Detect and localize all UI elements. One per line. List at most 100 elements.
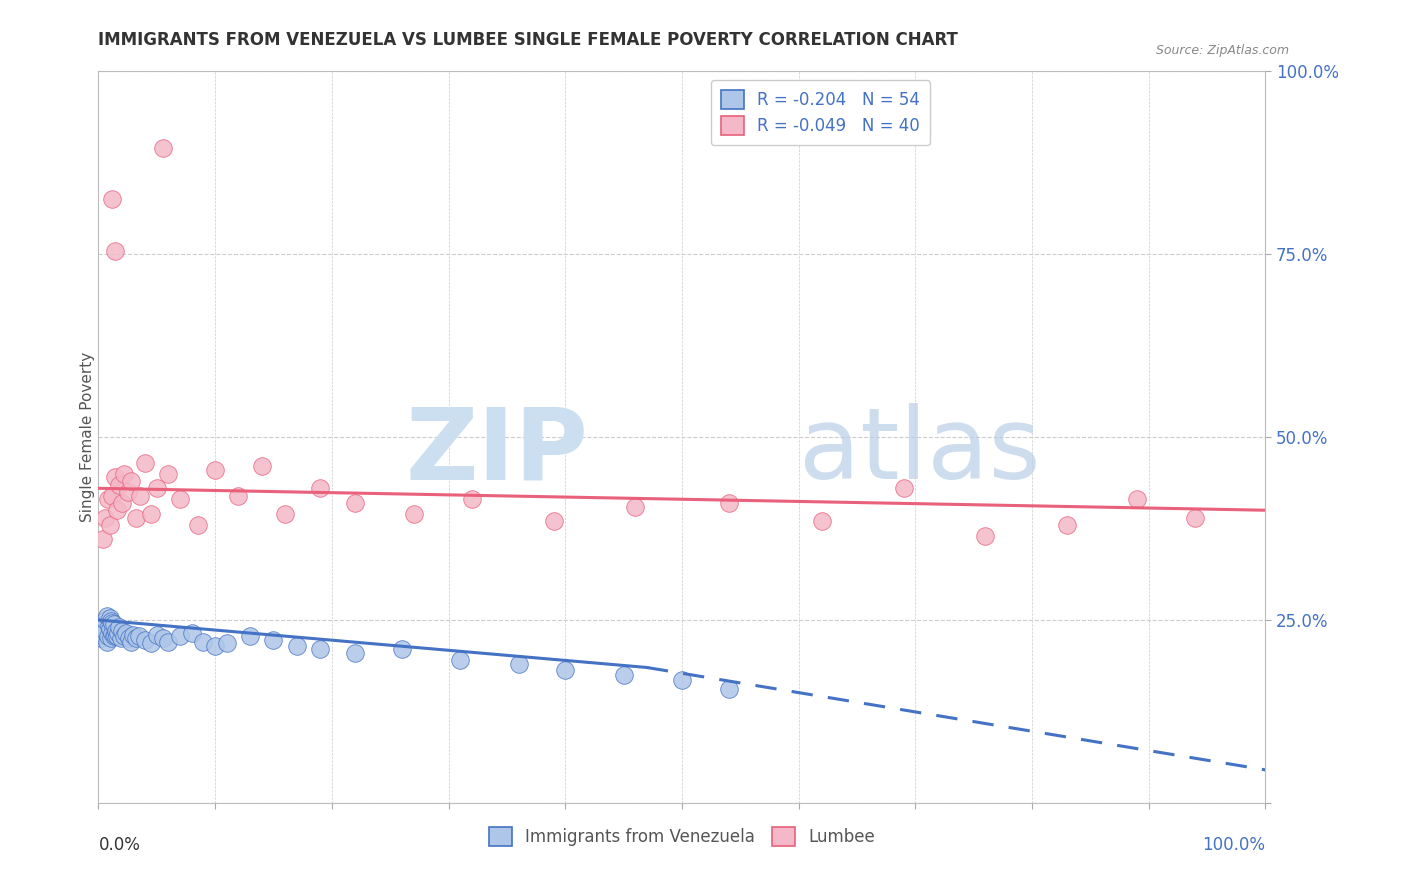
Point bbox=[152, 141, 174, 155]
Point bbox=[1184, 510, 1206, 524]
Point bbox=[108, 620, 131, 634]
Point bbox=[193, 635, 215, 649]
Point bbox=[139, 507, 162, 521]
Text: Source: ZipAtlas.com: Source: ZipAtlas.com bbox=[1156, 44, 1289, 57]
Point bbox=[105, 503, 128, 517]
Point bbox=[893, 481, 915, 495]
Point bbox=[134, 633, 156, 648]
Point bbox=[104, 470, 127, 484]
Point bbox=[180, 626, 202, 640]
Point bbox=[613, 667, 636, 681]
Point bbox=[107, 626, 129, 640]
Point bbox=[103, 617, 125, 632]
Point bbox=[169, 629, 191, 643]
Point bbox=[98, 517, 121, 532]
Point bbox=[100, 615, 122, 629]
Point bbox=[204, 639, 226, 653]
Point bbox=[97, 629, 120, 643]
Point bbox=[285, 639, 308, 653]
Point bbox=[543, 514, 565, 528]
Point bbox=[215, 636, 238, 650]
Text: ZIP: ZIP bbox=[406, 403, 589, 500]
Point bbox=[101, 489, 124, 503]
Point bbox=[309, 642, 332, 657]
Point bbox=[90, 632, 112, 646]
Point bbox=[250, 459, 273, 474]
Point bbox=[93, 620, 115, 634]
Point bbox=[104, 627, 127, 641]
Point bbox=[554, 663, 576, 677]
Point bbox=[111, 624, 134, 638]
Point bbox=[717, 682, 740, 697]
Point bbox=[974, 529, 997, 543]
Point bbox=[157, 635, 180, 649]
Point bbox=[120, 474, 142, 488]
Point bbox=[309, 481, 332, 495]
Point bbox=[112, 629, 135, 643]
Y-axis label: Single Female Poverty: Single Female Poverty bbox=[80, 352, 94, 522]
Point bbox=[104, 624, 127, 638]
Point bbox=[96, 609, 118, 624]
Point bbox=[204, 463, 226, 477]
Point bbox=[91, 533, 114, 547]
Point bbox=[129, 489, 152, 503]
Point bbox=[139, 636, 162, 650]
Point bbox=[104, 244, 127, 258]
Point bbox=[1126, 492, 1149, 507]
Point bbox=[391, 642, 413, 657]
Point bbox=[108, 477, 131, 491]
Point bbox=[111, 496, 134, 510]
Point bbox=[344, 646, 367, 660]
Point bbox=[146, 627, 169, 641]
Point bbox=[96, 635, 118, 649]
Point bbox=[97, 492, 120, 507]
Point bbox=[94, 510, 117, 524]
Point bbox=[117, 485, 139, 500]
Point bbox=[118, 632, 141, 646]
Point bbox=[98, 622, 121, 636]
Point bbox=[134, 456, 156, 470]
Point bbox=[101, 193, 124, 207]
Point bbox=[344, 496, 367, 510]
Text: 100.0%: 100.0% bbox=[1202, 836, 1265, 854]
Point bbox=[508, 657, 530, 671]
Text: 0.0%: 0.0% bbox=[98, 836, 141, 854]
Point bbox=[115, 626, 138, 640]
Point bbox=[811, 514, 834, 528]
Point bbox=[157, 467, 180, 481]
Point bbox=[187, 517, 209, 532]
Text: IMMIGRANTS FROM VENEZUELA VS LUMBEE SINGLE FEMALE POVERTY CORRELATION CHART: IMMIGRANTS FROM VENEZUELA VS LUMBEE SING… bbox=[98, 31, 959, 49]
Point bbox=[94, 624, 117, 638]
Point bbox=[97, 619, 120, 633]
Point bbox=[402, 507, 425, 521]
Point bbox=[120, 635, 142, 649]
Point bbox=[146, 481, 169, 495]
Point bbox=[461, 492, 484, 507]
Point bbox=[717, 496, 740, 510]
Point bbox=[94, 613, 117, 627]
Point bbox=[110, 632, 132, 646]
Point bbox=[105, 629, 128, 643]
Point bbox=[169, 492, 191, 507]
Point bbox=[262, 633, 284, 648]
Point bbox=[103, 629, 125, 643]
Point bbox=[125, 510, 148, 524]
Point bbox=[100, 632, 122, 646]
Point bbox=[101, 626, 124, 640]
Point bbox=[228, 489, 250, 503]
Point bbox=[98, 611, 121, 625]
Point bbox=[624, 500, 647, 514]
Point bbox=[274, 507, 297, 521]
Point bbox=[125, 632, 148, 646]
Point bbox=[128, 629, 150, 643]
Point bbox=[91, 616, 114, 631]
Point bbox=[449, 653, 471, 667]
Point bbox=[112, 467, 135, 481]
Point bbox=[1056, 517, 1078, 532]
Point bbox=[239, 629, 262, 643]
Point bbox=[101, 615, 124, 630]
Point bbox=[671, 673, 693, 687]
Text: atlas: atlas bbox=[799, 403, 1040, 500]
Point bbox=[152, 632, 174, 646]
Point bbox=[122, 627, 145, 641]
